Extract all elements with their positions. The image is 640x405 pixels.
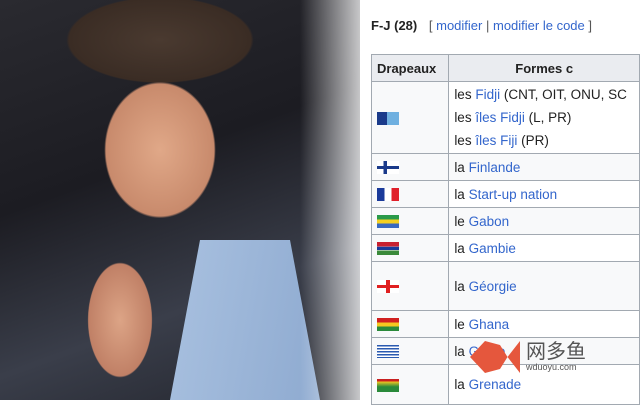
article: les [454, 87, 472, 102]
note: (L, PR) [528, 110, 572, 125]
name-cell: le Ghana [448, 310, 640, 338]
article: la [454, 240, 465, 256]
grenada-flag-icon [377, 378, 399, 392]
article: les [454, 110, 472, 125]
article: le [454, 316, 465, 332]
name-line: les îles Fidji (L, PR) [454, 106, 634, 129]
flag-cell [370, 180, 450, 208]
country-link[interactable]: Finlande [468, 159, 521, 175]
countries-table: Drapeaux Formes c les Fidji (CNT, OIT, O… [370, 54, 640, 405]
flag-cell [370, 364, 450, 405]
article: la [454, 278, 465, 294]
country-link[interactable]: Fidji [475, 87, 501, 102]
name-line: la Gambie [454, 237, 634, 260]
fade-overlay [300, 0, 380, 400]
name-line: le Gabon [454, 210, 634, 233]
greece-flag-icon [377, 345, 399, 359]
gambia-flag-icon [377, 242, 399, 256]
name-line: les Fidji (CNT, OIT, ONU, SC [454, 83, 634, 106]
table-row: le Gabon [370, 207, 640, 235]
name-line: la Finlande [454, 156, 634, 179]
note: (CNT, OIT, ONU, SC [503, 87, 627, 102]
header-formes: Formes c [448, 54, 640, 82]
country-link[interactable]: Gambie [468, 240, 516, 256]
shirt [170, 240, 320, 400]
flag-cell [370, 207, 450, 235]
article: la [454, 186, 465, 202]
article: la [454, 343, 465, 359]
country-link[interactable]: îles Fiji [475, 133, 518, 148]
watermark-name: 网多鱼 [526, 341, 586, 363]
fiji-flag-icon [377, 111, 399, 125]
table-row: le Ghana [370, 310, 640, 338]
note: (PR) [521, 133, 549, 148]
article: la [454, 159, 465, 175]
country-link[interactable]: Géorgie [468, 278, 517, 294]
georgia-flag-icon [377, 280, 399, 294]
name-cell: la Géorgie [448, 261, 640, 311]
france-flag-icon [377, 188, 399, 202]
table-row: la Gambie [370, 234, 640, 262]
flag-cell [370, 234, 450, 262]
article: le [454, 213, 465, 229]
flag-cell [370, 81, 450, 154]
country-link[interactable]: Grenade [468, 377, 522, 392]
section-heading: F-J (28) [ modifier | modifier le code ] [371, 18, 592, 33]
table-row: la Grenade [370, 364, 640, 405]
name-line: le Ghana [454, 313, 634, 336]
name-line: la Géorgie [454, 275, 634, 298]
country-link[interactable]: Start-up nation [468, 186, 558, 202]
name-cell: la Finlande [448, 153, 640, 181]
separator: | [485, 18, 490, 33]
country-link[interactable]: Gabon [468, 213, 510, 229]
bracket: [ [428, 18, 433, 33]
table-row: la Start-up nation [370, 180, 640, 208]
section-title: F-J (28) [371, 18, 418, 33]
name-line: la Start-up nation [454, 183, 634, 206]
table-row: la Finlande [370, 153, 640, 181]
edit-links: [ modifier | modifier le code ] [429, 18, 592, 33]
table-row: les Fidji (CNT, OIT, ONU, SC les îles Fid… [370, 81, 640, 154]
flag-cell [370, 153, 450, 181]
article: les [454, 133, 472, 148]
name-cell: le Gabon [448, 207, 640, 235]
gabon-flag-icon [377, 215, 399, 229]
name-line: la Grenade [454, 373, 634, 396]
watermark: 网多鱼 wduoyu.com [470, 337, 586, 377]
modifier-link[interactable]: modifier [436, 18, 483, 33]
watermark-url: wduoyu.com [526, 362, 577, 372]
fish-logo-icon [470, 341, 520, 373]
flag-cell [370, 310, 450, 338]
modifier-code-link[interactable]: modifier le code [493, 18, 585, 33]
table-row: la Géorgie [370, 261, 640, 311]
finland-flag-icon [377, 161, 399, 175]
name-line: les îles Fiji (PR) [454, 129, 634, 152]
country-link[interactable]: Ghana [468, 316, 510, 332]
bracket: ] [588, 18, 593, 33]
name-cell: la Gambie [448, 234, 640, 262]
name-cell: la Start-up nation [448, 180, 640, 208]
flag-cell [370, 261, 450, 311]
country-link[interactable]: îles Fidji [475, 110, 525, 125]
name-cell: les Fidji (CNT, OIT, ONU, SC les îles Fid… [448, 81, 640, 154]
flag-cell [370, 337, 450, 365]
article: la [454, 377, 465, 392]
header-drapeaux: Drapeaux [370, 54, 450, 82]
ghana-flag-icon [377, 318, 399, 332]
